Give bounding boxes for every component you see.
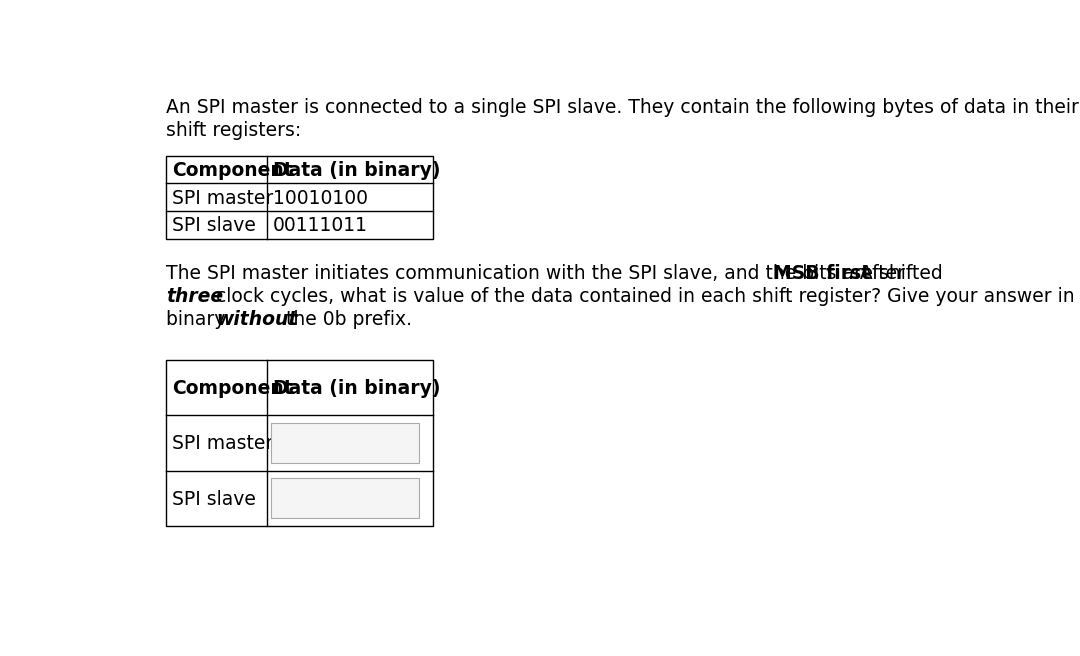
Text: without: without (217, 310, 298, 329)
Text: 10010100: 10010100 (273, 188, 368, 207)
Text: 00111011: 00111011 (273, 216, 368, 236)
Text: the 0b prefix.: the 0b prefix. (280, 310, 411, 329)
Text: . After: . After (848, 264, 905, 283)
Text: shift registers:: shift registers: (166, 121, 301, 140)
Text: three: three (166, 287, 224, 306)
Text: An SPI master is connected to a single SPI slave. They contain the following byt: An SPI master is connected to a single S… (166, 98, 1079, 117)
Text: clock cycles, what is value of the data contained in each shift register? Give y: clock cycles, what is value of the data … (211, 287, 1075, 306)
Text: Component: Component (172, 161, 293, 180)
Text: Data (in binary): Data (in binary) (273, 161, 441, 180)
Text: MSB first: MSB first (772, 264, 869, 283)
Bar (271, 478, 419, 518)
Text: SPI slave: SPI slave (172, 489, 256, 508)
Bar (271, 423, 419, 463)
Text: SPI master: SPI master (172, 434, 273, 453)
Text: Component: Component (172, 379, 293, 398)
Text: binary: binary (166, 310, 231, 329)
Text: The SPI master initiates communication with the SPI slave, and the bits are shif: The SPI master initiates communication w… (166, 264, 948, 283)
Bar (166, 155, 433, 239)
Bar (166, 359, 433, 526)
Text: Data (in binary): Data (in binary) (273, 379, 441, 398)
Text: SPI master: SPI master (172, 188, 273, 207)
Text: SPI slave: SPI slave (172, 216, 256, 236)
